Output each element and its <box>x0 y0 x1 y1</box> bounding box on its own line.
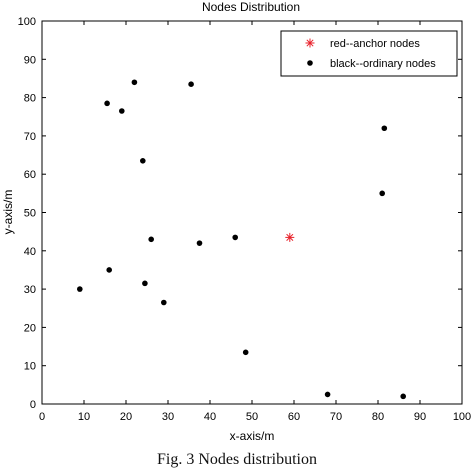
x-tick-label: 70 <box>330 411 342 423</box>
ordinary-node-point <box>119 108 125 114</box>
y-tick-label: 70 <box>24 131 36 143</box>
legend-marker-anchor <box>305 38 315 48</box>
ordinary-node-point <box>196 240 203 246</box>
y-tick-label: 40 <box>24 246 36 258</box>
y-tick-label: 0 <box>30 399 36 411</box>
legend: red--anchor nodes black--ordinary nodes <box>280 30 458 77</box>
ordinary-node-point <box>148 236 154 243</box>
figure-caption: Fig. 3 Nodes distribution <box>156 451 317 468</box>
y-tick-label: 90 <box>24 54 36 66</box>
x-axis-ticks: 0 10 20 30 40 50 60 70 80 90 100 <box>39 21 471 423</box>
ordinary-node-point <box>324 391 331 398</box>
y-axis-label: y-axis/m <box>1 190 15 235</box>
x-axis-label: x-axis/m <box>230 429 275 443</box>
y-tick-label: 30 <box>24 284 36 296</box>
plot-frame <box>41 20 463 405</box>
ordinary-node-point <box>232 234 238 241</box>
ordinary-node-point <box>379 190 386 197</box>
y-tick-label: 80 <box>24 93 36 105</box>
y-axis-ticks: 0 10 20 30 40 50 60 70 80 90 100 <box>18 16 462 411</box>
x-tick-label: 0 <box>39 411 45 423</box>
ordinary-node-point <box>381 125 388 132</box>
y-tick-label: 60 <box>24 169 36 181</box>
ordinary-node-point <box>400 393 407 400</box>
ordinary-node-point <box>131 79 138 86</box>
x-tick-label: 60 <box>288 411 300 423</box>
x-tick-label: 30 <box>162 411 174 423</box>
y-tick-label: 10 <box>24 361 36 373</box>
x-tick-label: 10 <box>78 411 90 423</box>
x-tick-label: 80 <box>372 411 384 423</box>
ordinary-node-point <box>242 349 249 356</box>
x-tick-label: 100 <box>453 411 471 423</box>
chart-title: Nodes Distribution <box>202 0 300 14</box>
ordinary-node-point <box>77 286 83 292</box>
legend-entry-label: red--anchor nodes <box>330 38 420 50</box>
legend-marker-ordinary <box>307 60 313 66</box>
x-tick-label: 50 <box>246 411 258 423</box>
data-points <box>77 79 407 400</box>
ordinary-node-point <box>142 280 148 287</box>
y-tick-label: 20 <box>24 322 36 334</box>
ordinary-node-point <box>106 267 112 273</box>
x-tick-label: 90 <box>414 411 426 423</box>
ordinary-node-point <box>140 157 146 164</box>
x-tick-label: 20 <box>120 411 132 423</box>
y-tick-label: 100 <box>18 16 36 28</box>
ordinary-node-point <box>188 81 194 87</box>
legend-entry-label: black--ordinary nodes <box>330 58 436 70</box>
ordinary-node-point <box>161 299 167 306</box>
anchor-node-point <box>285 232 295 242</box>
x-tick-label: 40 <box>204 411 216 423</box>
scatter-chart: Nodes Distribution 0 10 20 30 40 50 60 70 80 90 10… <box>1 0 471 443</box>
ordinary-node-point <box>104 100 110 107</box>
y-tick-label: 50 <box>24 208 36 220</box>
